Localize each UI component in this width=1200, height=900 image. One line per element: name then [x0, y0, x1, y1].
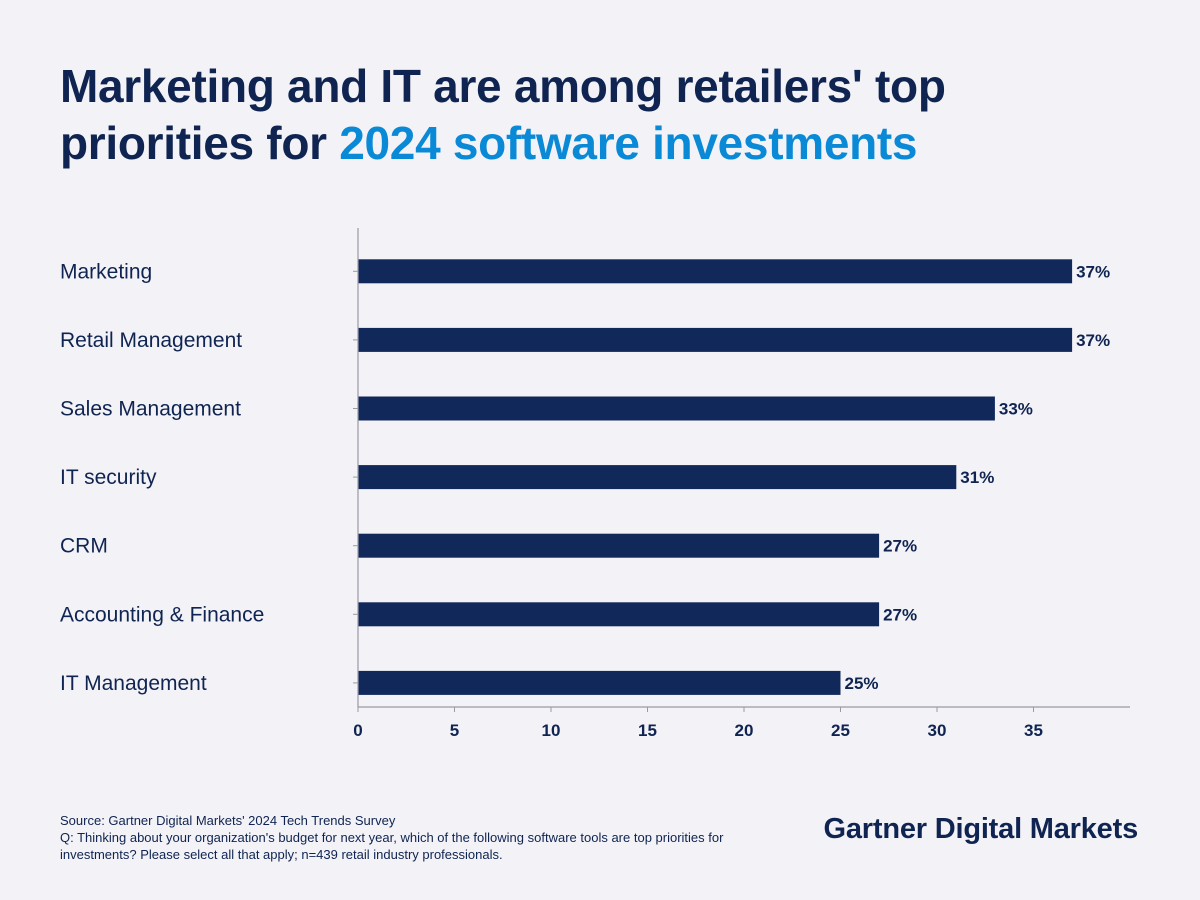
source-note: Source: Gartner Digital Markets' 2024 Te…	[60, 812, 760, 863]
x-tick-label: 30	[928, 721, 947, 740]
category-label: CRM	[60, 535, 108, 558]
x-tick-label: 20	[735, 721, 754, 740]
bar-chart: Marketing Retail Management Sales Manageme…	[60, 228, 1130, 740]
y-axis-ticks	[353, 270, 358, 684]
category-label: IT security	[60, 466, 157, 489]
x-tick-label: 10	[542, 721, 561, 740]
value-label: 27%	[883, 605, 917, 624]
bar	[358, 465, 957, 490]
category-label: Retail Management	[60, 329, 242, 352]
x-tick-label: 15	[638, 721, 657, 740]
bar	[358, 259, 1073, 284]
x-axis-ticks: 0 5 10 15 20 25 30 35	[353, 707, 1043, 740]
x-tick-label: 5	[450, 721, 459, 740]
source-line: Source: Gartner Digital Markets' 2024 Te…	[60, 813, 396, 828]
value-label: 37%	[1076, 331, 1110, 350]
bar	[358, 602, 880, 627]
brand-logo: Gartner Digital Markets	[823, 813, 1139, 845]
category-labels: Marketing Retail Management Sales Manageme…	[60, 260, 264, 695]
category-label: IT Management	[60, 672, 207, 695]
chart-title: Marketing and IT are among retailers' to…	[60, 58, 1140, 172]
title-line-1: Marketing and IT are among retailers' to…	[60, 60, 946, 112]
value-label: 25%	[845, 674, 879, 693]
x-tick-label: 0	[353, 721, 362, 740]
category-label: Accounting & Finance	[60, 603, 264, 626]
bar	[358, 327, 1073, 352]
value-label: 31%	[960, 468, 994, 487]
value-label: 27%	[883, 537, 917, 556]
value-label: 33%	[999, 400, 1033, 419]
question-text: Q: Thinking about your organization's bu…	[60, 830, 724, 862]
bars	[358, 259, 1073, 695]
title-line-2-accent: 2024 software investments	[339, 117, 918, 169]
value-label: 37%	[1076, 262, 1110, 281]
title-line-2-prefix: priorities for	[60, 117, 340, 169]
x-tick-label: 25	[831, 721, 850, 740]
value-labels: 37% 37% 33% 31% 27% 27% 25%	[845, 262, 1111, 693]
category-label: Sales Management	[60, 398, 241, 421]
bar	[358, 533, 880, 558]
x-tick-label: 35	[1024, 721, 1043, 740]
category-label: Marketing	[60, 260, 152, 283]
bar	[358, 396, 995, 421]
bar	[358, 670, 841, 695]
